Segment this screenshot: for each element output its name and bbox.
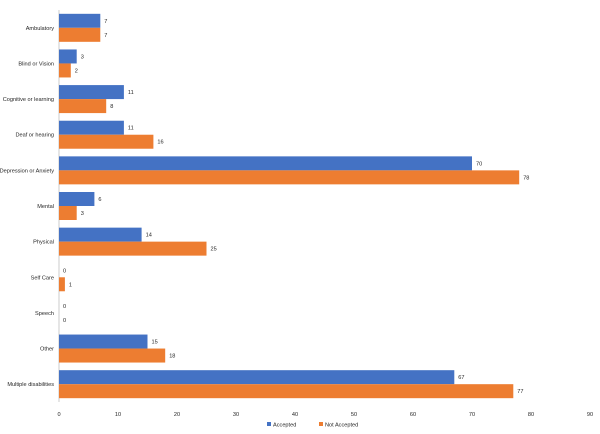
bar-not-accepted — [59, 348, 166, 363]
data-label: 67 — [458, 375, 464, 381]
x-tick-label: 80 — [528, 412, 534, 418]
data-label: 3 — [81, 211, 84, 217]
bar-not-accepted — [59, 99, 107, 114]
category-label: Speech — [35, 311, 54, 317]
data-label: 11 — [128, 126, 134, 132]
bar-accepted — [59, 334, 148, 349]
data-label: 7 — [104, 33, 107, 39]
data-label: 18 — [169, 354, 175, 360]
x-tick-label: 10 — [115, 412, 121, 418]
data-label: 1 — [69, 282, 72, 288]
x-tick-label: 90 — [587, 412, 593, 418]
category-label: Multiple disabilities — [7, 382, 54, 388]
legend-label-accepted: Accepted — [273, 423, 296, 429]
x-tick-label: 0 — [57, 412, 60, 418]
data-label: 3 — [81, 54, 84, 60]
bar-not-accepted — [59, 27, 101, 42]
legend: Accepted Not Accepted — [267, 422, 358, 429]
data-label: 70 — [476, 161, 482, 167]
x-tick-labels: 0 10 20 30 40 50 60 70 80 90 — [57, 412, 593, 418]
category-label: Deaf or hearing — [15, 133, 54, 139]
bar-accepted — [59, 120, 124, 135]
x-tick-label: 40 — [292, 412, 298, 418]
bar-not-accepted — [59, 277, 65, 292]
bar-accepted — [59, 49, 77, 64]
data-label: 78 — [523, 175, 529, 181]
x-tick-label: 60 — [410, 412, 416, 418]
bar-accepted — [59, 192, 95, 206]
category-label: Depression or Anxiety — [0, 168, 54, 174]
data-label: 25 — [211, 247, 217, 253]
data-label: 15 — [152, 340, 158, 346]
data-label: 77 — [517, 389, 523, 395]
category-label: Mental — [37, 204, 54, 210]
bar-not-accepted — [59, 384, 514, 399]
category-label: Blind or Vision — [18, 61, 54, 67]
data-label: 11 — [128, 90, 134, 96]
bar-accepted — [59, 13, 101, 28]
category-label: Cognitive or learning — [3, 97, 54, 103]
x-tick-label: 30 — [233, 412, 239, 418]
bar-not-accepted — [59, 134, 154, 149]
data-label: 16 — [157, 140, 163, 146]
bar-not-accepted — [59, 63, 71, 78]
legend-swatch-not-accepted — [319, 422, 323, 426]
data-label: 14 — [146, 233, 152, 239]
data-label: 6 — [98, 197, 101, 203]
category-label: Ambulatory — [26, 26, 54, 32]
x-tick-label: 20 — [174, 412, 180, 418]
category-labels: Ambulatory Blind or Vision Cognitive or le… — [0, 26, 54, 388]
legend-swatch-accepted — [267, 422, 271, 426]
bar-accepted — [59, 156, 472, 171]
data-label: 7 — [104, 19, 107, 25]
category-label: Physical — [33, 240, 54, 246]
data-label: 0 — [63, 318, 66, 324]
bar-accepted — [59, 370, 455, 385]
data-label: 2 — [75, 68, 78, 74]
data-label: 0 — [63, 304, 66, 310]
bar-not-accepted — [59, 206, 77, 220]
data-label: 0 — [63, 268, 66, 274]
bar-not-accepted — [59, 170, 520, 185]
category-label: Self Care — [31, 275, 54, 281]
bar-not-accepted — [59, 241, 207, 256]
bar-accepted — [59, 85, 124, 100]
category-label: Other — [40, 347, 54, 353]
data-label: 8 — [110, 104, 113, 110]
x-tick-label: 50 — [351, 412, 357, 418]
legend-label-not-accepted: Not Accepted — [325, 423, 358, 429]
bar-accepted — [59, 227, 142, 242]
x-tick-label: 70 — [469, 412, 475, 418]
